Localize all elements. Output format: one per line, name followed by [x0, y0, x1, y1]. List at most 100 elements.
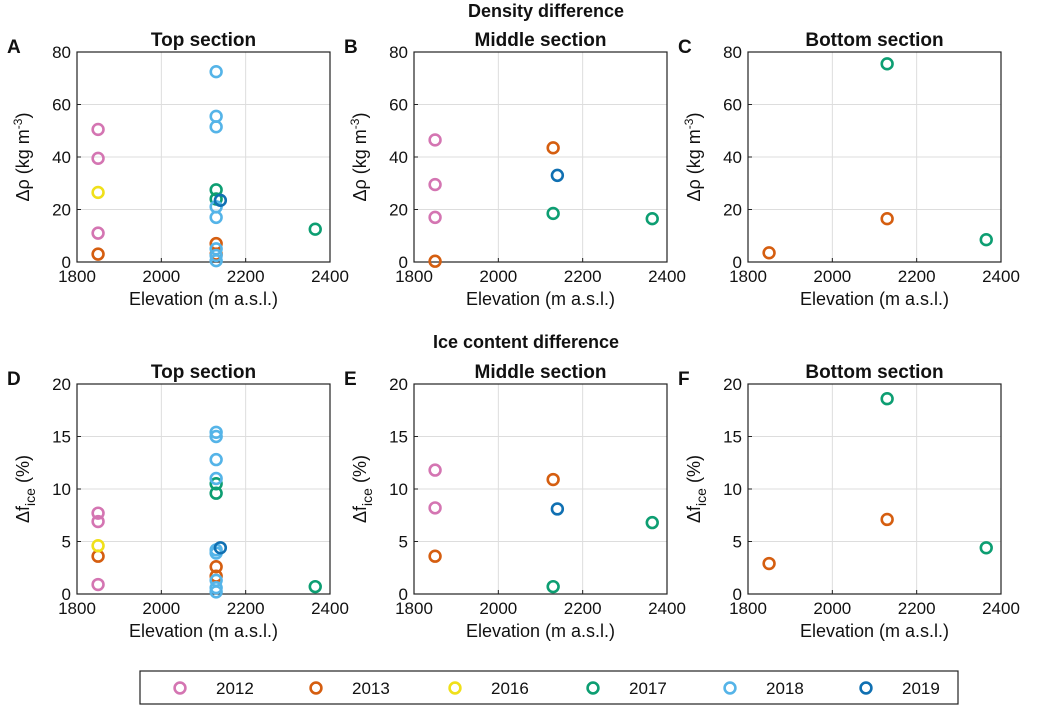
- point-2012: [91, 506, 105, 520]
- point-2017: [979, 541, 993, 555]
- panel-c: 1800 2000 2200 2400 0 20 40 60 80 Bottom section C…: [678, 30, 1020, 309]
- panel-f: 1800 2000 2200 2400 0 5 10 15 20 Bottom section F E…: [678, 362, 1020, 641]
- point-2017: [209, 486, 223, 500]
- y-tick-label: 40: [389, 148, 408, 167]
- point-2012: [91, 226, 105, 240]
- x-tick-label: 2200: [898, 599, 936, 618]
- point-2018: [209, 425, 223, 439]
- panel-letter: B: [344, 37, 358, 58]
- x-tick-label: 1800: [58, 599, 96, 618]
- point-2018: [209, 471, 223, 486]
- y-tick-label: 0: [62, 585, 71, 604]
- y-tick-label: 80: [389, 43, 408, 62]
- panel-b: 1800 2000 2200 2400 0 20 40 60 80 Middle section B…: [344, 30, 686, 309]
- point-2012: [91, 122, 105, 137]
- panel-title: Bottom section: [805, 30, 943, 51]
- panel-d: 1800 2000 2200 2400 0 5 10 15 20 Top section D Elev…: [7, 362, 349, 641]
- point-2017: [546, 206, 560, 221]
- point-2019: [213, 193, 228, 208]
- point-2013: [762, 556, 776, 571]
- point-2013: [762, 246, 776, 260]
- y-tick-label: 20: [389, 375, 408, 394]
- point-2012: [428, 463, 442, 477]
- x-tick-label: 1800: [58, 267, 96, 286]
- point-2013: [428, 254, 442, 268]
- point-2012: [428, 133, 442, 147]
- point-2012: [428, 177, 442, 192]
- legend-label-2012: 2012: [216, 679, 254, 698]
- legend-label-2018: 2018: [766, 679, 804, 698]
- legend-marker-2013: [309, 681, 323, 695]
- panel-letter: A: [7, 37, 21, 58]
- legend-label-2016: 2016: [491, 679, 529, 698]
- y-axis-label: Δρ (kg m-3): [348, 113, 370, 202]
- y-tick-label: 60: [52, 96, 71, 115]
- y-tick-label: 20: [389, 201, 408, 220]
- x-tick-label: 1800: [395, 267, 433, 286]
- y-axis-label: Δfice (%): [350, 455, 375, 523]
- x-axis-label: Elevation (m a.s.l.): [466, 621, 615, 641]
- y-tick-label: 60: [389, 96, 408, 115]
- y-tick-label: 0: [733, 585, 742, 604]
- point-2018: [209, 429, 223, 444]
- point-2013: [880, 512, 894, 527]
- x-tick-label: 2200: [564, 599, 602, 618]
- point-2013: [91, 247, 105, 261]
- legend-label-2017: 2017: [629, 679, 667, 698]
- point-2018: [209, 248, 223, 263]
- panel-letter: F: [678, 369, 690, 390]
- y-tick-label: 20: [52, 375, 71, 394]
- x-tick-label: 2000: [142, 599, 180, 618]
- legend-marker-2018: [723, 681, 737, 695]
- x-tick-label: 2400: [648, 267, 686, 286]
- panel-letter: E: [344, 369, 357, 390]
- y-tick-label: 80: [723, 43, 742, 62]
- point-2016: [91, 538, 105, 553]
- x-tick-label: 2400: [648, 599, 686, 618]
- y-axis-label: Δfice (%): [684, 455, 709, 523]
- legend-label-2013: 2013: [352, 679, 390, 698]
- x-tick-label: 2000: [142, 267, 180, 286]
- legend-box: [139, 670, 959, 705]
- legend-marker-2012: [173, 681, 187, 695]
- point-2013: [546, 141, 560, 155]
- x-tick-label: 1800: [395, 599, 433, 618]
- legend: 2012 2013 2016 2017 2018 2019: [139, 670, 959, 705]
- y-tick-label: 5: [399, 533, 408, 552]
- y-tick-label: 5: [62, 533, 71, 552]
- x-tick-label: 2400: [982, 267, 1020, 286]
- point-2019: [550, 502, 565, 516]
- legend-label-2019: 2019: [902, 679, 940, 698]
- y-tick-label: 10: [389, 480, 408, 499]
- row-title-ice-content: Ice content difference: [433, 332, 619, 352]
- y-tick-label: 15: [723, 428, 742, 447]
- point-2017: [645, 211, 659, 226]
- x-tick-label: 2200: [227, 267, 265, 286]
- point-2018: [209, 210, 223, 225]
- point-2017: [209, 477, 223, 491]
- point-2012: [91, 514, 105, 529]
- point-2013: [880, 211, 894, 226]
- point-2018: [209, 64, 223, 79]
- panel-title: Middle section: [475, 362, 607, 383]
- y-tick-label: 80: [52, 43, 71, 62]
- x-tick-label: 2400: [311, 599, 349, 618]
- panel-e: 1800 2000 2200 2400 0 5 10 15 20 Middle section E E…: [344, 362, 686, 641]
- y-tick-label: 10: [52, 480, 71, 499]
- x-tick-label: 2200: [898, 267, 936, 286]
- point-2019: [213, 541, 228, 555]
- y-tick-label: 10: [723, 480, 742, 499]
- panel-title: Middle section: [475, 30, 607, 51]
- y-axis-label: Δfice (%): [13, 455, 38, 523]
- y-tick-label: 20: [723, 201, 742, 220]
- point-2019: [550, 168, 565, 183]
- point-2018: [209, 585, 223, 599]
- point-2012: [91, 577, 105, 592]
- point-2018: [209, 452, 223, 467]
- y-tick-label: 0: [62, 253, 71, 272]
- point-2017: [308, 222, 322, 236]
- point-2012: [428, 501, 442, 515]
- y-tick-label: 5: [733, 533, 742, 552]
